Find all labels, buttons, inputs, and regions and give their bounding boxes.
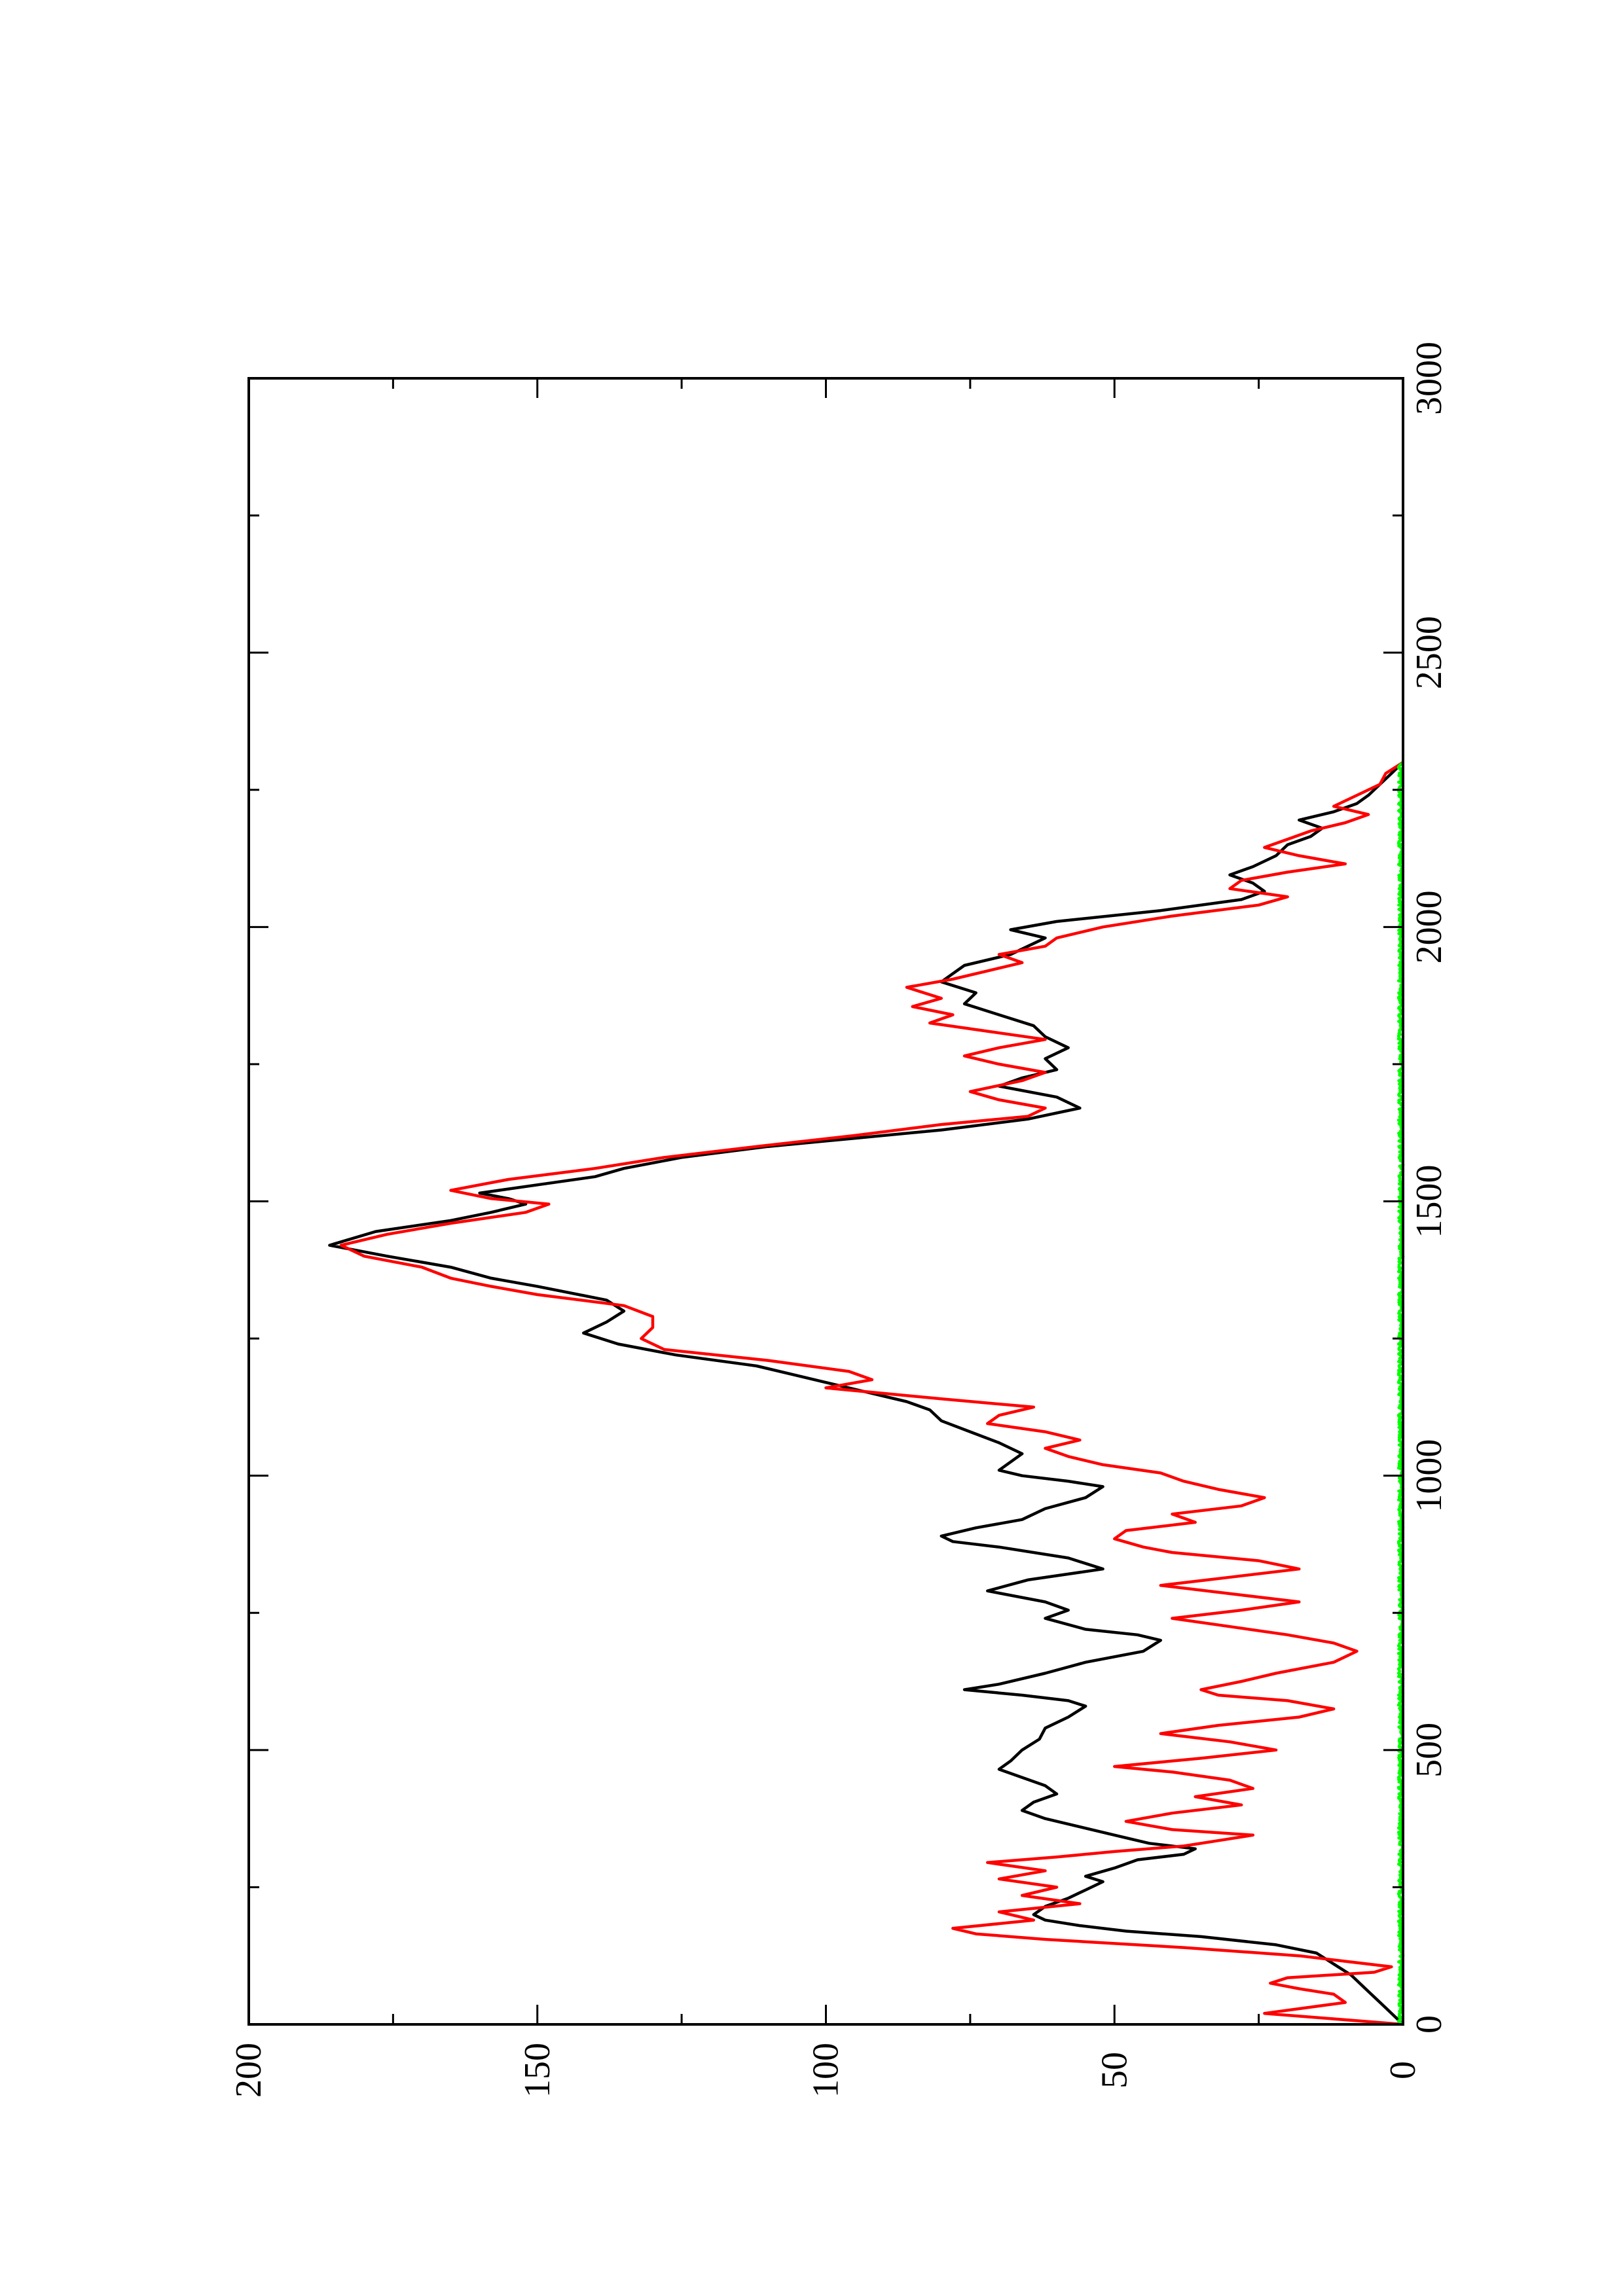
x-tick-label-2000: 2000 xyxy=(1409,890,1450,963)
x-tick-label-1500: 1500 xyxy=(1409,1165,1450,1238)
series-line-1 xyxy=(328,761,1404,2026)
x-tick-label-500: 500 xyxy=(1409,1723,1450,1778)
plot-area: 0 500 1000 1500 2000 2500 3000 0 50 100 150 200 xyxy=(228,342,1450,2098)
plot-frame xyxy=(247,377,1404,2026)
y-tick-label-50: 50 xyxy=(1094,2052,1135,2089)
y-tick-label-100: 100 xyxy=(806,2043,847,2098)
y-tick-label-200: 200 xyxy=(228,2043,269,2098)
series-line-3 xyxy=(1396,762,1405,2026)
y-tick-label-150: 150 xyxy=(517,2043,558,2098)
x-tick-label-1000: 1000 xyxy=(1409,1439,1450,1513)
x-tick-label-0: 0 xyxy=(1409,2015,1450,2034)
x-tick-label-2500: 2500 xyxy=(1409,616,1450,689)
y-tick-label-0: 0 xyxy=(1383,2061,1423,2079)
x-tick-label-3000: 3000 xyxy=(1409,342,1450,415)
series-line-2 xyxy=(339,761,1404,2026)
